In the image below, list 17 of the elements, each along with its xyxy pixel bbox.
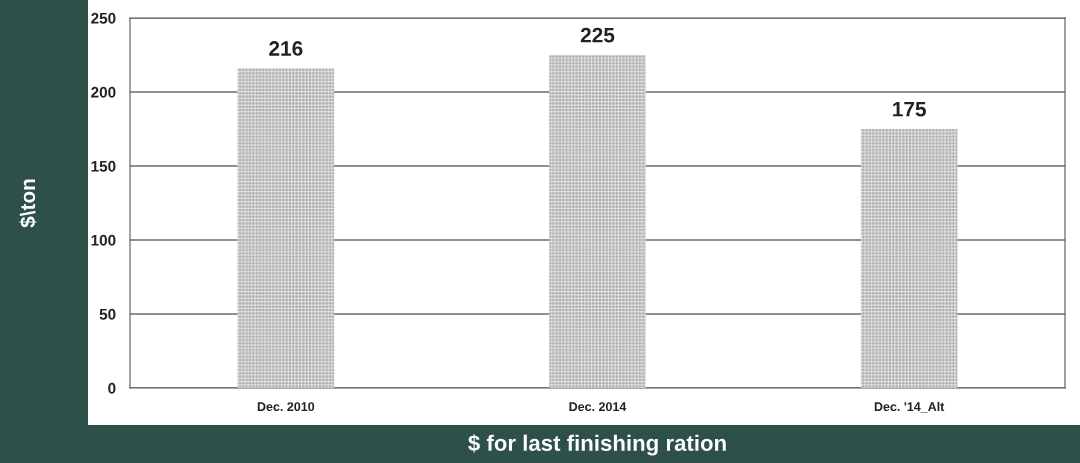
y-tick-label: 100	[91, 234, 116, 246]
data-label: 216	[269, 41, 303, 56]
data-label: 175	[893, 102, 926, 117]
y-tick-label: 150	[91, 160, 116, 172]
x-tick-label: Dec. '14_Alt	[874, 401, 945, 413]
y-tick-label: 50	[99, 308, 116, 320]
y-axis-title: $\ton	[19, 179, 37, 228]
bar	[237, 68, 335, 388]
y-tick-label: 0	[108, 382, 116, 394]
data-label: 225	[580, 27, 615, 43]
y-tick-label: 200	[91, 86, 116, 98]
y-tick-label: 250	[91, 12, 116, 24]
x-axis-title: $ for last finishing ration	[468, 434, 726, 456]
x-tick-label: Dec. 2010	[257, 402, 315, 412]
bar	[549, 55, 646, 388]
x-tick-label: Dec. 2014	[569, 402, 627, 412]
bar	[860, 129, 958, 388]
